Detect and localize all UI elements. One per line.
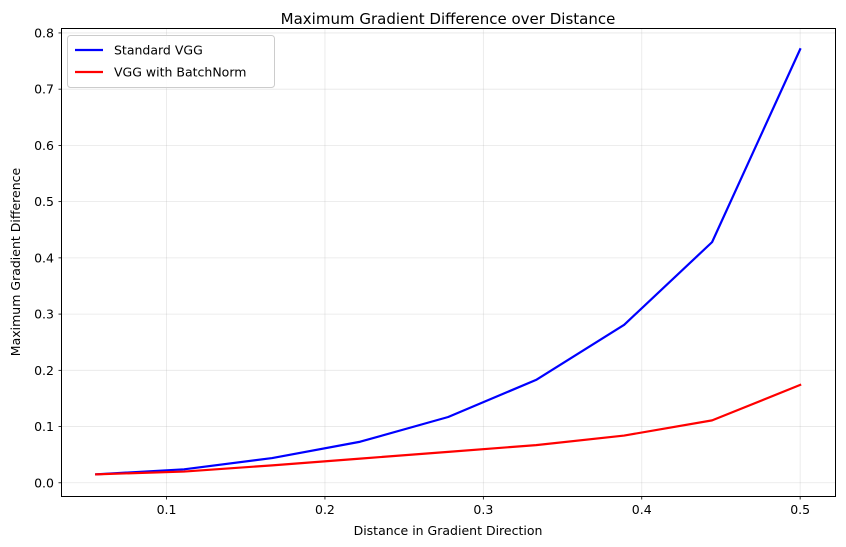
plot-frame (61, 28, 836, 497)
y-tick-label: 0.4 (34, 250, 54, 265)
y-axis: 0.0 0.1 0.2 0.3 0.4 0.5 0.6 0.7 0.8 (34, 25, 62, 490)
chart-title: Maximum Gradient Difference over Distanc… (281, 10, 616, 28)
legend-label: VGG with BatchNorm (114, 65, 246, 80)
x-tick-label: 0.2 (315, 502, 335, 517)
y-tick-label: 0.7 (34, 82, 54, 97)
x-axis-label: Distance in Gradient Direction (354, 523, 543, 538)
x-tick-label: 0.5 (790, 502, 810, 517)
grid (62, 29, 835, 496)
legend-box (67, 35, 275, 88)
y-tick-label: 0.0 (34, 475, 54, 490)
x-tick-label: 0.4 (632, 502, 652, 517)
y-tick-label: 0.2 (34, 363, 54, 378)
y-tick-label: 0.3 (34, 307, 54, 322)
series-line (95, 383, 802, 476)
y-tick-label: 0.6 (34, 138, 54, 153)
y-tick-label: 0.8 (34, 25, 54, 40)
x-tick-label: 0.1 (157, 502, 177, 517)
series-layer (95, 47, 802, 476)
x-tick-label: 0.3 (473, 502, 493, 517)
legend-label: Standard VGG (114, 43, 203, 58)
y-tick-label: 0.5 (34, 194, 54, 209)
y-axis-label: Maximum Gradient Difference (8, 168, 23, 357)
y-tick-label: 0.1 (34, 419, 54, 434)
x-axis: 0.1 0.2 0.3 0.4 0.5 (157, 496, 810, 517)
series-line (95, 47, 802, 476)
legend: Standard VGG VGG with BatchNorm (67, 35, 275, 88)
